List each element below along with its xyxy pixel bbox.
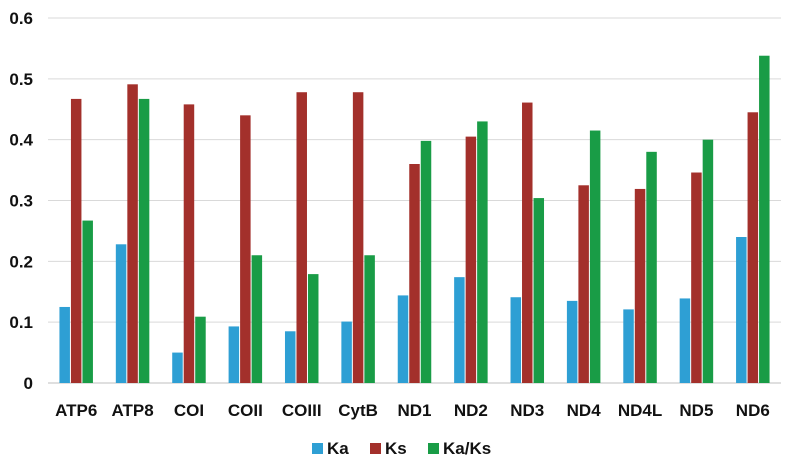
bar-ka-nd5 xyxy=(679,298,691,383)
bar-ka-ks-nd4l xyxy=(646,151,657,383)
bar-ks-nd5 xyxy=(691,172,702,383)
bar-ka-atp8 xyxy=(115,244,127,383)
x-tick-label: ATP6 xyxy=(55,401,97,420)
legend-swatch xyxy=(312,443,323,454)
bar-ks-coi xyxy=(183,104,195,383)
bar-ka-atp6 xyxy=(59,306,70,383)
legend: Ka Ks Ka/Ks xyxy=(312,439,491,458)
legend-label: Ka/Ks xyxy=(443,439,491,458)
legend-swatch xyxy=(370,443,381,454)
bar-ks-cytb xyxy=(352,92,364,383)
bar-ks-nd4 xyxy=(578,185,589,383)
bar-ka-nd4l xyxy=(623,309,634,383)
bar-ks-coiii xyxy=(296,92,307,383)
bar-ka-ks-atp6 xyxy=(82,220,93,383)
bar-ks-nd1 xyxy=(409,164,420,383)
legend-label: Ks xyxy=(385,439,407,458)
bar-ka-ks-coii xyxy=(251,255,263,383)
bar-ka-nd3 xyxy=(510,297,522,383)
x-tick-label: COI xyxy=(174,401,204,420)
bar-ka-nd2 xyxy=(454,277,465,383)
bar-ka-ks-nd1 xyxy=(420,140,432,383)
bars xyxy=(59,55,770,384)
x-tick-label: ND4L xyxy=(618,401,662,420)
bar-ks-atp8 xyxy=(127,84,138,383)
bar-ka-ks-nd4 xyxy=(589,130,601,383)
x-tick-label: ATP8 xyxy=(111,401,153,420)
bar-ks-coii xyxy=(240,115,251,383)
y-tick-label: 0.4 xyxy=(9,131,33,150)
bar-ka-cytb xyxy=(341,321,352,383)
bar-ka-nd4 xyxy=(566,300,578,384)
bar-ka-ks-coi xyxy=(195,316,206,383)
x-tick-label: ND4 xyxy=(567,401,602,420)
x-tick-label: ND1 xyxy=(397,401,431,420)
y-tick-label: 0.2 xyxy=(9,252,33,271)
y-tick-label: 0.6 xyxy=(9,9,33,28)
y-tick-label: 0.5 xyxy=(9,70,33,89)
bar-ka-coii xyxy=(228,326,240,383)
x-tick-label: CytB xyxy=(338,401,378,420)
bar-ka-ks-nd6 xyxy=(759,55,770,383)
bar-ka-coiii xyxy=(284,331,296,383)
bar-ka-coi xyxy=(172,352,183,383)
y-tick-label: 0.3 xyxy=(9,192,33,211)
bar-ka-ks-coiii xyxy=(307,274,319,383)
x-axis-ticks: ATP6 ATP8 COI COII COIII CytB ND1 ND2 ND3 ND4 ND4L… xyxy=(55,401,770,420)
y-tick-label: 0 xyxy=(24,374,33,393)
x-tick-label: ND6 xyxy=(736,401,770,420)
bar-ks-atp6 xyxy=(70,98,82,383)
bar-ks-nd4l xyxy=(634,188,646,383)
bar-ka-ks-atp8 xyxy=(138,98,150,383)
x-tick-label: ND5 xyxy=(679,401,713,420)
x-tick-label: COII xyxy=(228,401,263,420)
bar-ka-ks-nd3 xyxy=(533,198,545,383)
bar-ka-nd1 xyxy=(397,295,409,383)
x-tick-label: COIII xyxy=(282,401,322,420)
y-axis-ticks: 0 0.1 0.2 0.3 0.4 0.5 0.6 xyxy=(9,9,33,393)
bar-ks-nd6 xyxy=(747,112,759,383)
bar-ks-nd3 xyxy=(522,102,533,383)
bar-ka-nd6 xyxy=(736,237,747,383)
bar-ka-ks-nd5 xyxy=(702,139,714,383)
x-tick-label: ND3 xyxy=(510,401,544,420)
bar-ka-ks-cytb xyxy=(364,255,375,383)
y-tick-label: 0.1 xyxy=(9,313,33,332)
bar-ks-nd2 xyxy=(465,136,477,383)
legend-label: Ka xyxy=(327,439,349,458)
x-tick-label: ND2 xyxy=(454,401,488,420)
bar-ka-ks-nd2 xyxy=(477,121,488,384)
legend-swatch xyxy=(428,443,439,454)
